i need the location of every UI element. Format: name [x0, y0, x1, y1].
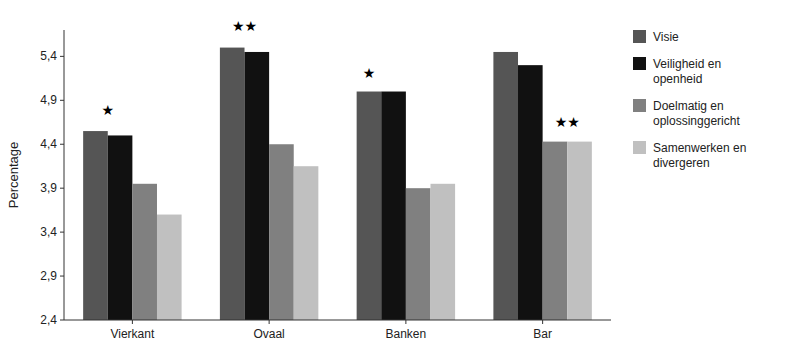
y-tick	[60, 144, 64, 145]
bar	[357, 92, 382, 320]
x-tick	[405, 320, 406, 324]
bar	[430, 184, 455, 320]
legend: Visie Veiligheid enopenheid Doelmatig enop…	[633, 30, 746, 170]
annotation: ★★	[555, 114, 580, 130]
y-tick-label: 3,9	[40, 181, 57, 195]
y-tick-label: 5,4	[40, 49, 57, 63]
bar	[157, 215, 182, 320]
legend-swatch	[633, 99, 646, 112]
x-axis	[64, 320, 611, 321]
y-tick	[60, 56, 64, 57]
y-tick-label: 4,4	[40, 137, 57, 151]
y-tick	[60, 100, 64, 101]
bar	[269, 144, 294, 320]
legend-label: Visie	[653, 30, 679, 44]
x-tick-label: Ovaal	[253, 327, 284, 341]
y-tick-label: 2,4	[40, 313, 57, 327]
annotation: ★★	[232, 18, 257, 34]
bar	[381, 92, 406, 320]
bar	[220, 48, 245, 320]
bar	[543, 142, 568, 320]
y-tick-label: 2,9	[40, 269, 57, 283]
legend-swatch	[633, 30, 646, 43]
x-tick-label: Banken	[386, 327, 427, 341]
chart: 2,4 2,9 3,4 3,9 4,4 4,9 5,4 Vierkant Ovaal Banken…	[0, 0, 789, 356]
x-tick	[542, 320, 543, 324]
bar	[518, 65, 543, 320]
legend-swatch	[633, 57, 646, 70]
annotation: ★	[363, 65, 376, 81]
x-tick	[269, 320, 270, 324]
y-axis-label: Percentage	[6, 142, 21, 209]
bar	[294, 166, 319, 320]
y-tick-label: 4,9	[40, 93, 57, 107]
y-tick	[60, 276, 64, 277]
chart-container: 2,4 2,9 3,4 3,9 4,4 4,9 5,4 Vierkant Ovaal Banken…	[0, 0, 789, 356]
legend-label: Samenwerken endivergeren	[653, 141, 746, 170]
x-tick-label: Vierkant	[110, 327, 154, 341]
annotation: ★	[101, 102, 114, 118]
bar	[567, 142, 592, 320]
y-tick	[60, 232, 64, 233]
legend-label: Veiligheid enopenheid	[653, 57, 721, 86]
x-tick-label: Bar	[533, 327, 552, 341]
y-tick	[60, 320, 64, 321]
legend-label: Doelmatig enoplossinggericht	[653, 99, 740, 128]
bar	[132, 184, 157, 320]
bar	[493, 52, 518, 320]
bars	[83, 48, 592, 320]
legend-swatch	[633, 141, 646, 154]
y-tick	[60, 188, 64, 189]
bar	[83, 131, 108, 320]
x-tick	[132, 320, 133, 324]
bar	[245, 52, 270, 320]
bar	[406, 188, 431, 320]
y-tick-label: 3,4	[40, 225, 57, 239]
bar	[108, 135, 133, 320]
